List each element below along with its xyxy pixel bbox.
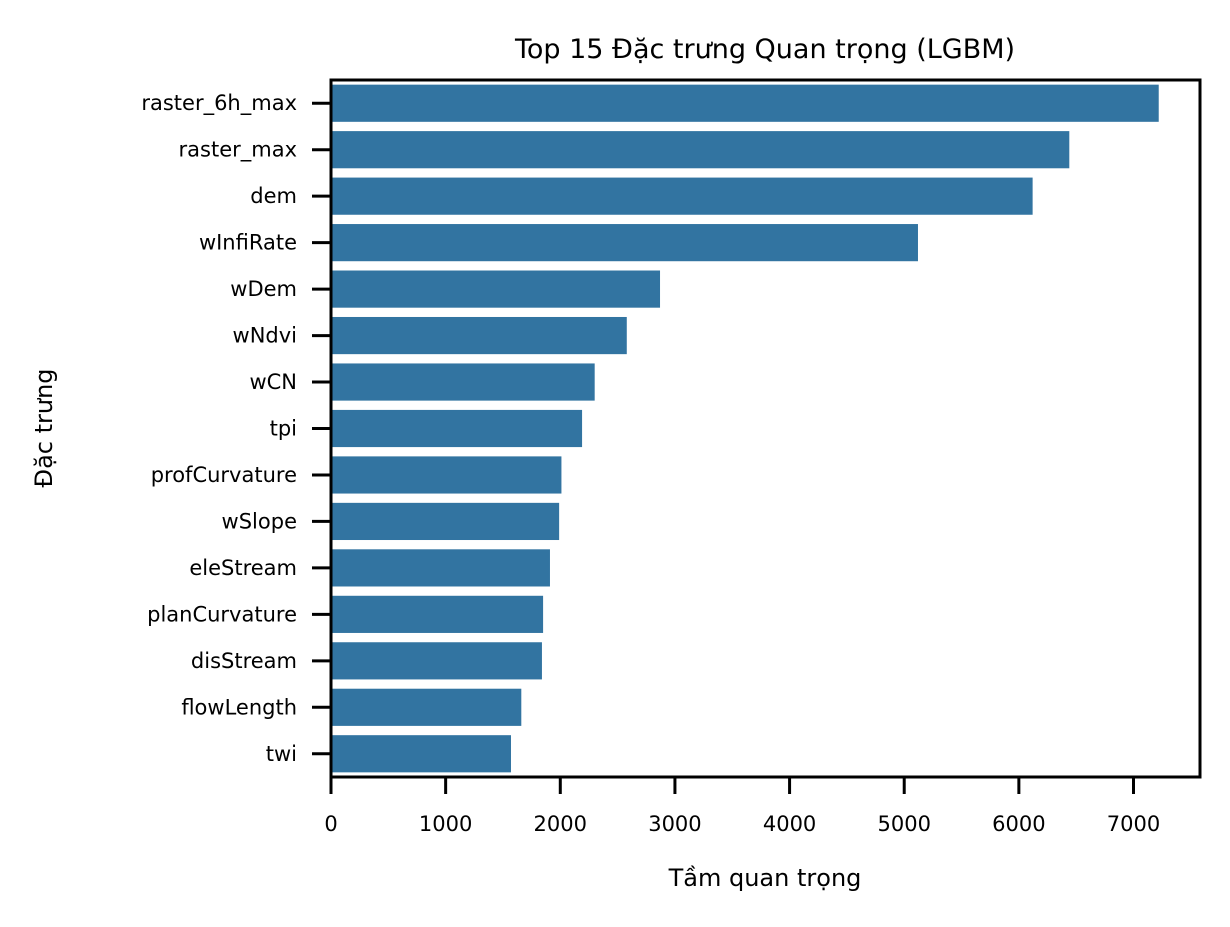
bar-wSlope: [331, 502, 560, 541]
x-tick-label: 5000: [877, 812, 930, 836]
bar-wCN: [331, 363, 595, 401]
bar-profCurvature: [331, 456, 562, 494]
x-tick-label: 0: [324, 812, 337, 836]
x-tick-label: 1000: [419, 812, 472, 836]
y-tick-label: wSlope: [222, 509, 297, 533]
bar-raster_max: [331, 131, 1070, 169]
bar-twi: [331, 735, 511, 773]
y-tick-label: disStream: [191, 649, 297, 673]
y-axis-title: Đặc trưng: [30, 368, 58, 487]
x-tick-label: 3000: [648, 812, 701, 836]
chart-title: Top 15 Đặc trưng Quan trọng (LGBM): [514, 34, 1015, 65]
plot-frame: [329, 78, 1202, 779]
bar-tpi: [331, 409, 583, 448]
x-tick-label: 2000: [534, 812, 587, 836]
y-tick-label: twi: [266, 742, 297, 766]
y-tick-label: raster_max: [179, 138, 297, 163]
bar-wNdvi: [331, 316, 627, 355]
y-tick-label: tpi: [270, 417, 297, 441]
y-tick-label: wCN: [249, 370, 297, 394]
y-tick-label: planCurvature: [147, 602, 297, 626]
x-axis-ticks: 0 1000 2000 3000 4000 5000 6000 7000: [324, 777, 1160, 836]
bar-dem: [331, 177, 1033, 215]
bar-planCurvature: [331, 595, 544, 633]
bar-eleStream: [331, 549, 550, 587]
y-tick-label: flowLength: [181, 695, 297, 719]
bar-disStream: [331, 642, 542, 680]
x-tick-label: 4000: [763, 812, 816, 836]
x-tick-label: 7000: [1107, 812, 1160, 836]
bar-raster_6h_max: [331, 84, 1159, 122]
y-tick-label: wNdvi: [233, 324, 297, 348]
bar-wDem: [331, 270, 661, 308]
y-tick-label: eleStream: [189, 556, 297, 580]
bars-group: [331, 84, 1159, 773]
x-tick-label: 6000: [992, 812, 1045, 836]
y-tick-label: raster_6h_max: [141, 91, 297, 116]
y-tick-label: dem: [250, 184, 297, 208]
x-axis-title: Tầm quan trọng: [668, 864, 862, 892]
y-tick-label: wDem: [230, 277, 297, 301]
bar-flowLength: [331, 688, 522, 726]
y-tick-label: wInfiRate: [199, 231, 297, 255]
bar-wInfiRate: [331, 224, 918, 262]
y-tick-label: profCurvature: [151, 463, 297, 487]
